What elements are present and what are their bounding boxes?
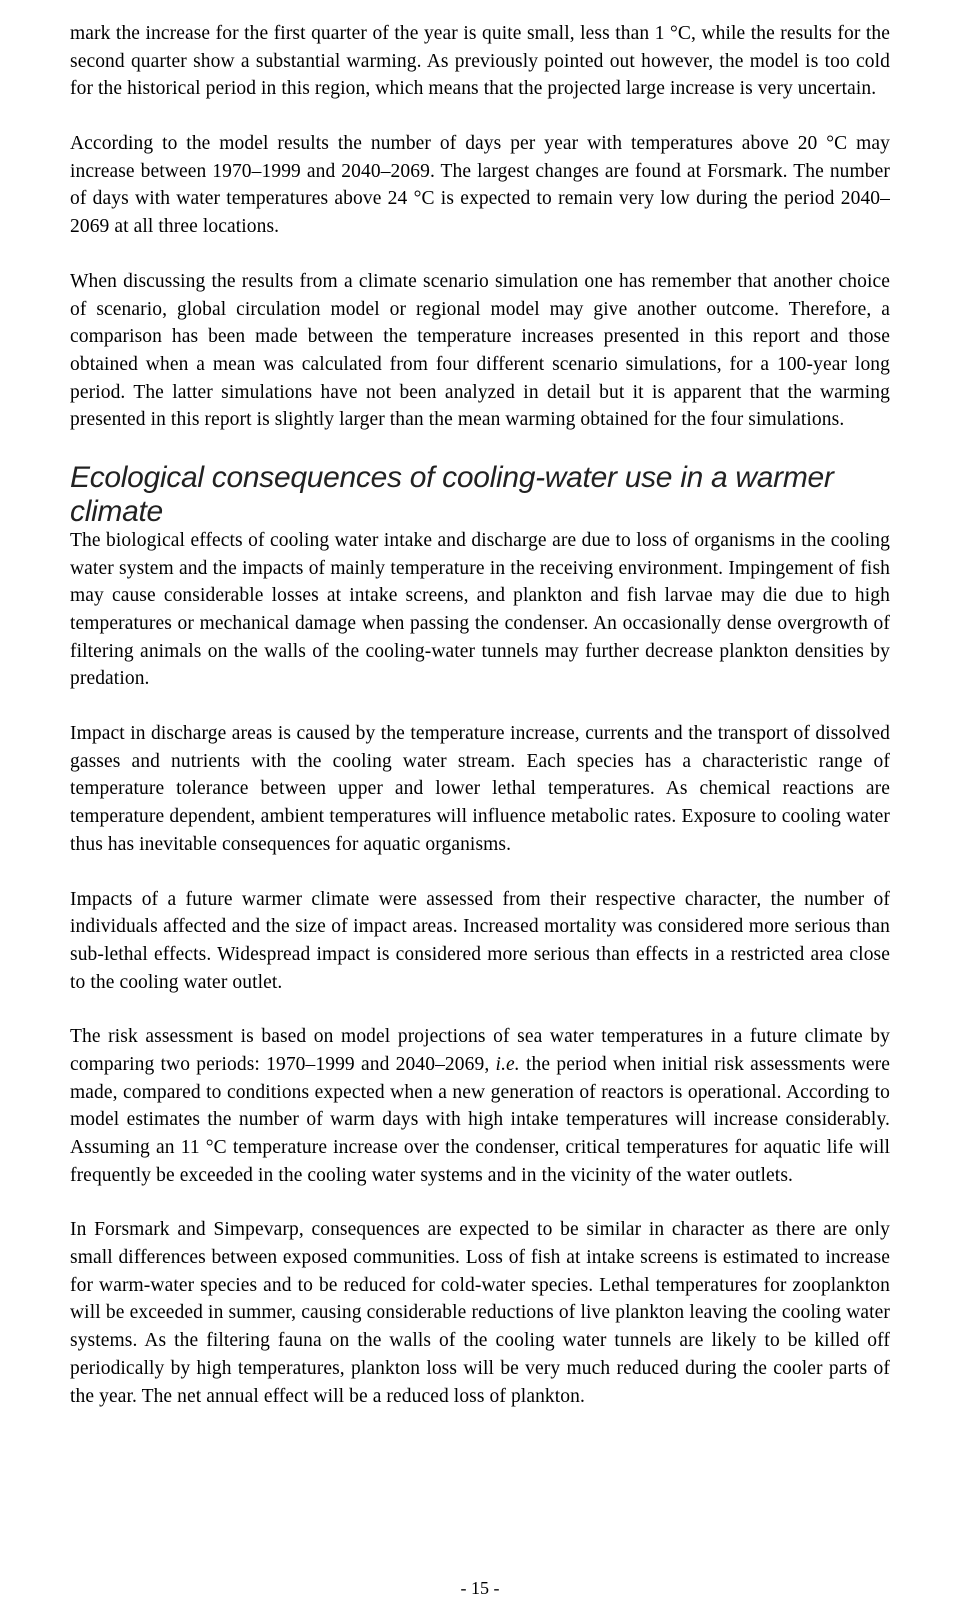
- paragraph-3: When discussing the results from a clima…: [70, 268, 890, 434]
- paragraph-5: Impact in discharge areas is caused by t…: [70, 720, 890, 858]
- paragraph-4: The biological effects of cooling water …: [70, 527, 890, 693]
- section-heading-ecological: Ecological consequences of cooling-water…: [70, 461, 890, 529]
- paragraph-2: According to the model results the numbe…: [70, 130, 890, 241]
- paragraph-6: Impacts of a future warmer climate were …: [70, 886, 890, 997]
- paragraph-7-ie: i.e.: [496, 1054, 520, 1075]
- paragraph-8: In Forsmark and Simpevarp, consequences …: [70, 1216, 890, 1410]
- paragraph-1: mark the increase for the first quarter …: [70, 20, 890, 103]
- page-number: - 15 -: [0, 1578, 960, 1599]
- paragraph-7: The risk assessment is based on model pr…: [70, 1023, 890, 1189]
- document-page: mark the increase for the first quarter …: [0, 0, 960, 1621]
